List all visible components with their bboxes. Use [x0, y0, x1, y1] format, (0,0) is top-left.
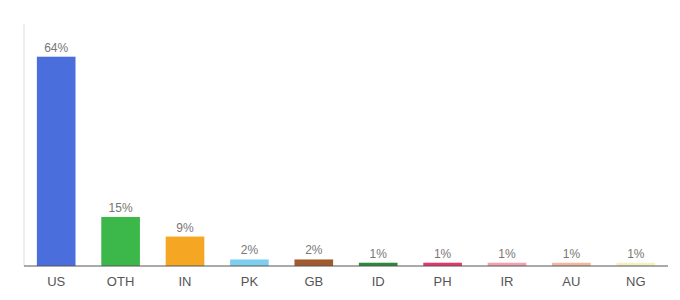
- data-label: 1%: [434, 247, 452, 261]
- x-tick-label: US: [47, 274, 65, 289]
- bars: [37, 57, 655, 266]
- data-label: 9%: [176, 221, 194, 235]
- data-label: 15%: [109, 201, 133, 215]
- data-labels: 64% 15% 9% 2% 2% 1% 1% 1% 1% 1%: [44, 41, 645, 261]
- data-label: 1%: [627, 247, 645, 261]
- x-axis-line: [24, 266, 668, 267]
- x-tick-label: NG: [626, 274, 646, 289]
- bar: [37, 57, 76, 266]
- x-tick-label: OTH: [107, 274, 134, 289]
- x-tick-label: PH: [434, 274, 452, 289]
- data-label: 1%: [563, 247, 581, 261]
- data-label: 1%: [498, 247, 516, 261]
- x-tick-label: GB: [304, 274, 323, 289]
- x-tick-label: IN: [179, 274, 192, 289]
- data-label: 1%: [370, 247, 388, 261]
- x-tick-label: ID: [372, 274, 385, 289]
- x-tick-label: AU: [562, 274, 580, 289]
- x-tick-label: IR: [501, 274, 514, 289]
- bar: [294, 259, 333, 266]
- chart-container: 64% 15% 9% 2% 2% 1% 1% 1% 1% 1% US OTH IN PK GB ID PH IR A…: [0, 0, 680, 300]
- data-label: 2%: [305, 243, 323, 257]
- x-tick-labels: US OTH IN PK GB ID PH IR AU NG: [47, 274, 645, 289]
- bar: [166, 237, 205, 266]
- data-label: 2%: [241, 243, 259, 257]
- bar: [101, 217, 140, 266]
- x-tick-label: PK: [241, 274, 259, 289]
- y-axis-line: [24, 24, 25, 266]
- data-label: 64%: [44, 41, 68, 55]
- chart: 64% 15% 9% 2% 2% 1% 1% 1% 1% 1% US OTH IN PK GB ID PH IR A…: [0, 0, 680, 300]
- bar: [230, 259, 269, 266]
